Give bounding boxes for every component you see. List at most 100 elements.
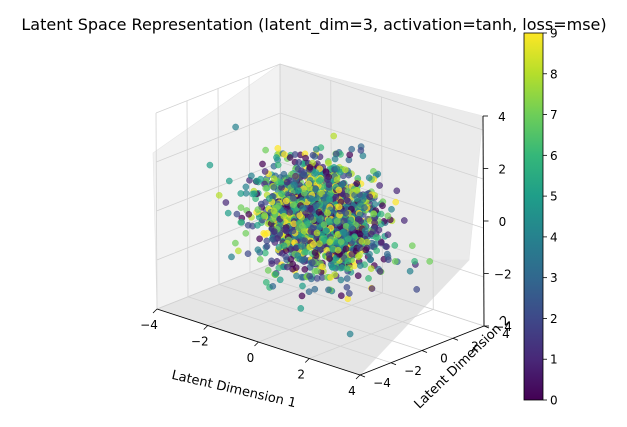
scatter-point — [367, 256, 375, 263]
colorbar-tick-label: 4 — [550, 230, 558, 244]
scatter-point — [356, 244, 364, 252]
scatter-point — [356, 262, 364, 269]
scatter-point — [358, 238, 366, 245]
scatter-point — [331, 271, 339, 278]
scatter-point — [261, 231, 269, 238]
grid-line-y — [217, 88, 423, 351]
scatter-point — [316, 216, 323, 223]
scatter-point — [237, 190, 245, 197]
y-tick-label: −2 — [404, 364, 422, 378]
scatter-point — [291, 151, 299, 158]
scatter-point — [232, 239, 239, 247]
scatter-point — [307, 213, 315, 221]
scatter-point — [354, 272, 362, 280]
scatter-point — [276, 276, 284, 284]
scatter-point — [345, 290, 353, 297]
scatter-point — [301, 237, 309, 244]
scatter-point — [384, 231, 392, 238]
scatter-point — [295, 159, 303, 166]
colorbar-tick-label: 5 — [550, 190, 558, 204]
scatter-point — [335, 203, 343, 211]
colorbar-tick-label: 8 — [550, 67, 558, 81]
z-tick-label: −2 — [494, 268, 512, 282]
scatter-point — [376, 182, 383, 189]
scatter-point — [331, 155, 339, 163]
chart-title: Latent Space Representation (latent_dim=… — [21, 15, 606, 35]
y-tick-label: 0 — [440, 352, 448, 366]
scatter-point — [367, 265, 375, 272]
scatter-point — [289, 201, 297, 209]
scatter-point — [312, 202, 320, 209]
colorbar-tick-label: 0 — [550, 394, 558, 408]
scatter-point — [309, 151, 317, 159]
scatter-point — [332, 193, 340, 201]
scatter-point — [271, 271, 279, 278]
y-tick-label: 4 — [502, 327, 510, 341]
scatter-point — [312, 168, 320, 176]
scatter-point — [262, 278, 270, 286]
scatter-point — [337, 276, 345, 284]
scatter-point — [333, 165, 341, 172]
grid-line-y — [248, 76, 454, 339]
scatter-point — [391, 242, 399, 249]
scatter-point — [270, 184, 278, 191]
scatter-point — [406, 267, 414, 275]
scatter-point — [225, 177, 233, 185]
y-tick-label: 2 — [471, 339, 479, 353]
scatter-point — [323, 227, 330, 235]
scatter-point — [309, 241, 317, 248]
scatter-point — [308, 195, 316, 203]
scatter-point — [251, 190, 258, 197]
scatter-point — [254, 221, 261, 229]
scatter-point — [282, 197, 290, 205]
scatter-point — [342, 209, 350, 217]
scatter-point — [245, 210, 253, 218]
scatter-point — [274, 144, 282, 152]
scatter-point — [244, 250, 252, 257]
x-tick-label: 0 — [247, 351, 255, 365]
x-tick — [304, 358, 310, 363]
scatter-point — [280, 212, 288, 220]
scatter-point — [289, 194, 297, 202]
scatter-point — [237, 219, 245, 226]
scatter-point — [383, 243, 390, 250]
scatter-point — [393, 187, 401, 195]
scatter-point — [330, 132, 338, 140]
scatter-point — [361, 227, 369, 234]
x-tick-label: 4 — [348, 384, 356, 398]
scatter-point — [280, 242, 288, 249]
scatter-point — [306, 184, 313, 192]
x-tick-label: −2 — [191, 335, 209, 349]
scatter-point — [384, 256, 392, 264]
scatter-point — [270, 175, 278, 182]
y-tick — [421, 350, 428, 353]
scatter-point — [426, 258, 434, 265]
scatter-point — [312, 185, 319, 193]
colorbar-ticks: 0 1 2 3 4 5 6 7 8 9 — [543, 27, 558, 408]
scatter-point — [351, 233, 358, 240]
scatter-point — [315, 208, 323, 216]
scatter-point — [326, 195, 333, 203]
scatter-point — [383, 250, 391, 258]
scatter-point — [355, 215, 363, 223]
scatter-point — [296, 212, 304, 219]
colorbar-tick-label: 1 — [550, 353, 558, 367]
scatter-point — [325, 251, 333, 258]
scatter-point — [280, 170, 288, 178]
scatter-point — [333, 176, 341, 183]
scatter-point — [311, 249, 319, 256]
y-axis-label: Latent Dimension 2 — [412, 313, 514, 412]
scatter-point — [326, 238, 333, 246]
scatter-point — [353, 180, 361, 187]
scatter-point — [365, 275, 372, 282]
scatter-point — [254, 246, 262, 253]
scatter-point — [375, 226, 383, 234]
scatter-point — [259, 160, 266, 168]
scatter-point — [337, 238, 345, 246]
scatter-point — [313, 275, 321, 282]
scatter-point — [348, 145, 356, 153]
scatter-point — [367, 230, 375, 238]
scatter-point — [294, 252, 302, 259]
